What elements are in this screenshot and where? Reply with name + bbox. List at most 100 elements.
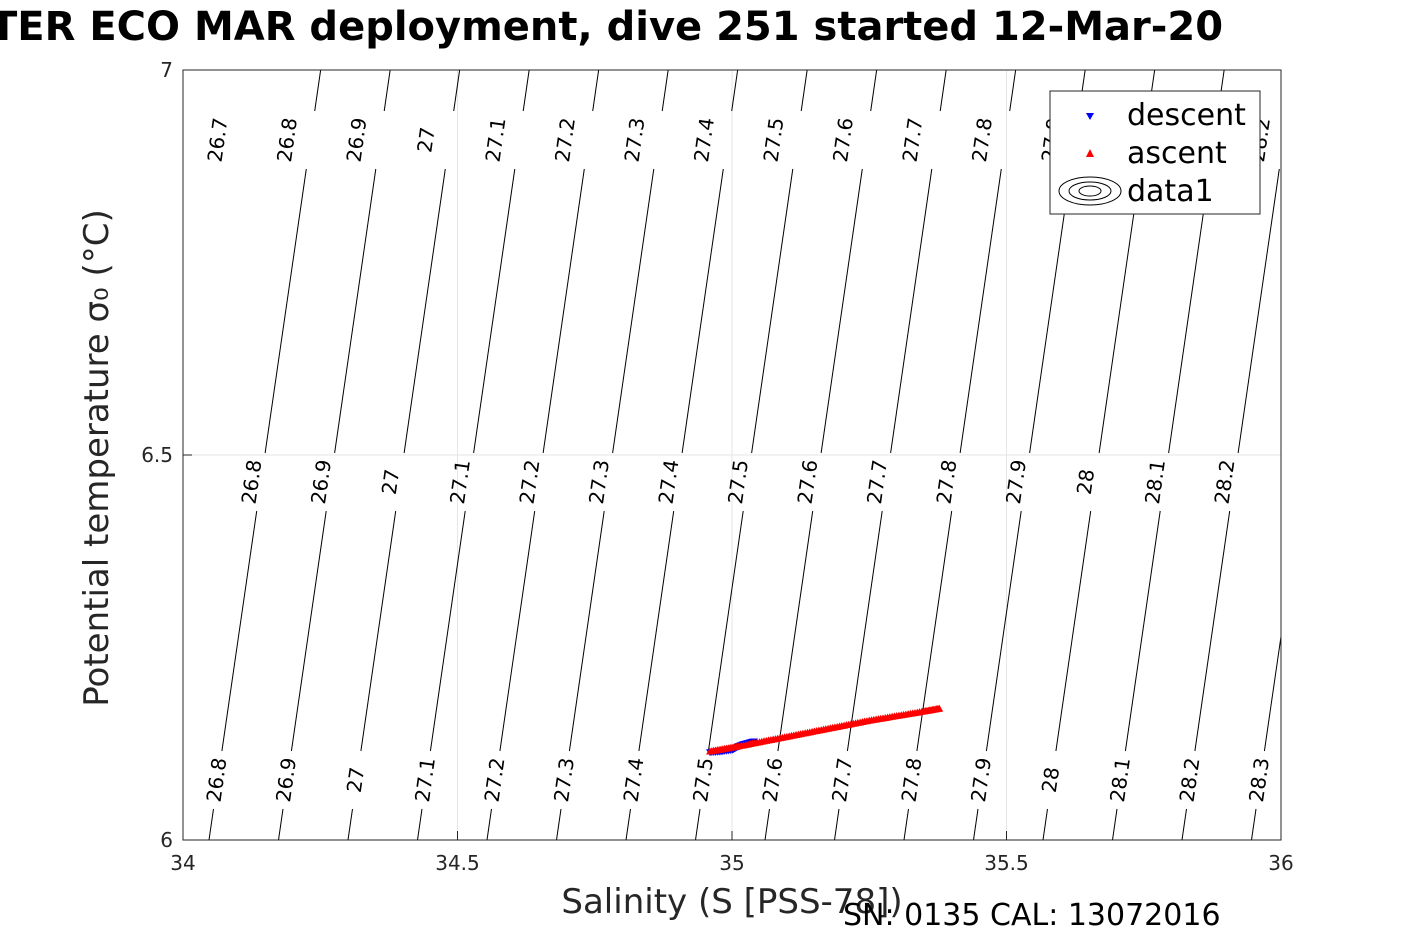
isopycnal-line (403, 168, 446, 454)
isopycnal-line (764, 808, 770, 841)
contour-label: 27.3 (620, 116, 650, 163)
isopycnal-line (522, 69, 530, 112)
tick-layer: 34 34.5 35 35.5 36 6 6.5 7 (141, 58, 1294, 875)
isopycnal-line (638, 510, 675, 752)
contour-label: 27.1 (410, 756, 440, 803)
contour-label: 27.5 (723, 458, 753, 505)
contour-label: 27.2 (480, 756, 510, 803)
isopycnal-line (612, 168, 655, 454)
contour-label: 27.1 (445, 458, 475, 505)
isopycnal-line (383, 69, 391, 112)
isopycnal-line (903, 808, 909, 841)
x-tick-label: 35 (719, 851, 744, 875)
contour-label: 27.6 (828, 116, 858, 163)
contour-label: 27.4 (689, 116, 719, 163)
isopycnal-line (1251, 808, 1257, 841)
isopycnal-line (556, 808, 562, 841)
y-tick-label: 6.5 (141, 443, 173, 467)
contour-label: 27.2 (550, 116, 580, 163)
isopycnal-line (592, 69, 600, 112)
contour-legend-icon (1058, 176, 1122, 206)
contour-label: 28 (1072, 468, 1099, 497)
contour-label: 26.8 (237, 458, 267, 505)
contour-label: 28.3 (1244, 756, 1274, 803)
contour-label: 27.1 (481, 116, 511, 163)
y-tick-label: 6 (160, 828, 173, 852)
y-axis-label-group: Potential temperature σ₀ (°C) (77, 209, 117, 707)
legend-label-ascent: ascent (1127, 136, 1227, 171)
isopycnal-line (1237, 168, 1280, 454)
grid-layer (183, 70, 1281, 840)
isopycnal-line (985, 510, 1022, 752)
descent-legend-marker (1086, 113, 1094, 120)
contour-label: 27.5 (688, 756, 718, 803)
isopycnal-line (542, 168, 585, 454)
isopycnal-line (890, 168, 933, 454)
isopycnal-line (499, 510, 536, 752)
isopycnal-line (777, 510, 814, 752)
contour-label: 27.4 (654, 458, 684, 505)
contour-label: 26.9 (306, 458, 336, 505)
contour-label: 28.2 (1210, 458, 1240, 505)
legend-label-descent: descent (1127, 98, 1246, 133)
contour-label: 27 (342, 766, 369, 795)
x-tick-label: 34 (170, 851, 195, 875)
y-tick-label: 7 (160, 58, 173, 82)
contour-label: 27.3 (549, 756, 579, 803)
contour-label: 27.8 (967, 116, 997, 163)
isopycnal-line (695, 808, 701, 841)
isopycnal-line (1181, 808, 1187, 841)
contour-label: 27.6 (793, 458, 823, 505)
isopycnal-line (360, 510, 397, 752)
isopycnal-line (473, 168, 516, 454)
isopycnal-line (1112, 808, 1118, 841)
isopycnal-line (973, 808, 979, 841)
chart-title: TER ECO MAR deployment, dive 251 started… (0, 4, 1224, 50)
isopycnal-line (221, 510, 258, 752)
contour-label: 26.8 (272, 116, 302, 163)
isopycnal-line (208, 808, 214, 841)
density-contours: 26.7 26.8 26.9 27 27.1 27.2 27.3 27.4 27.5 27.6 27… (202, 69, 1282, 841)
isopycnal-line (314, 69, 322, 112)
contour-label: 28 (1037, 766, 1064, 795)
isopycnal-line (661, 69, 669, 112)
x-tick-label: 34.5 (435, 851, 480, 875)
x-axis-label: Salinity (S [PSS-78]) (561, 882, 902, 922)
isopycnal-line (800, 69, 808, 112)
contour-label: 28.1 (1105, 756, 1135, 803)
isopycnal-line (681, 168, 724, 454)
isopycnal-line (347, 808, 353, 841)
contour-label: 27.9 (1001, 458, 1031, 505)
isopycnal-line (486, 808, 492, 841)
series-layer (706, 704, 944, 757)
contour-label: 26.8 (202, 756, 232, 803)
contour-label: 26.7 (203, 116, 233, 163)
contour-label: 27 (412, 126, 439, 155)
isopycnal-line (264, 168, 307, 454)
x-tick-label: 35.5 (984, 851, 1029, 875)
isopycnal-line (1055, 510, 1092, 752)
contour-label: 27.7 (898, 116, 928, 163)
isopycnal-line (731, 69, 739, 112)
isopycnal-line (278, 808, 284, 841)
isopycnal-line (1124, 510, 1161, 752)
isopycnal-line (1168, 168, 1211, 454)
isopycnal-line (939, 69, 947, 112)
isopycnal-line (334, 168, 377, 454)
isopycnal-line (453, 69, 461, 112)
isopycnal-line (1042, 808, 1048, 841)
x-tick-label: 36 (1268, 851, 1293, 875)
serial-calibration-note: SN: 0135 CAL: 13072016 (843, 898, 1221, 933)
contour-label: 27.4 (619, 756, 649, 803)
contour-label: 28.2 (1175, 756, 1205, 803)
contour-label: 27.9 (966, 756, 996, 803)
contour-label: 27.5 (759, 116, 789, 163)
isopycnal-line (959, 168, 1002, 454)
contour-label: 27.2 (515, 458, 545, 505)
contour-label: 26.9 (271, 756, 301, 803)
contour-label: 27.7 (862, 458, 892, 505)
y-axis-label: Potential temperature σ₀ (°C) (77, 209, 117, 707)
contour-label: 28.1 (1140, 458, 1170, 505)
isopycnal-line (707, 510, 744, 752)
legend: descent ascent data1 (1049, 90, 1261, 215)
